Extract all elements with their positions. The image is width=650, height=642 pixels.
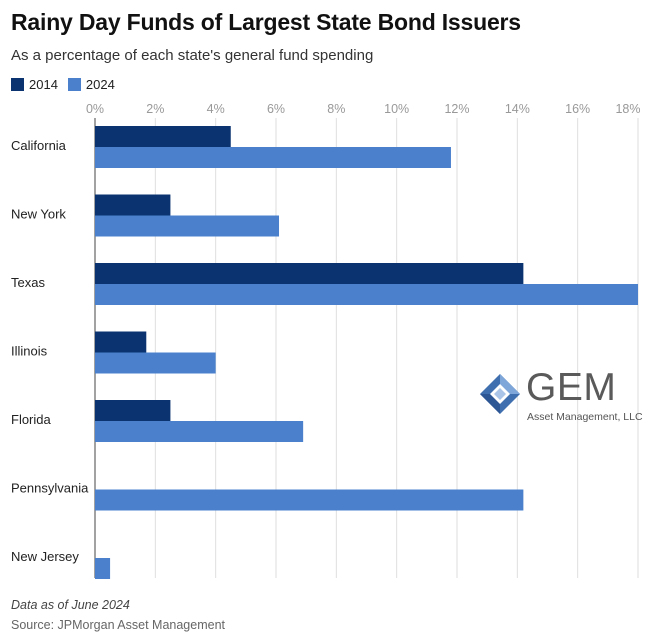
legend-item-2014: 2014 [11,77,58,92]
source-note: Source: JPMorgan Asset Management [11,618,226,632]
x-tick-label: 10% [384,102,409,116]
x-tick-label: 14% [505,102,530,116]
category-label: Texas [11,275,45,290]
x-tick-label: 2% [146,102,164,116]
category-label: New York [11,207,66,222]
x-tick-label: 18% [615,102,640,116]
bar-2014 [95,400,171,421]
bar-2014 [95,126,231,147]
bar-2024 [95,558,111,579]
category-label: California [11,138,67,153]
category-label: Illinois [11,344,48,359]
bar-2024 [95,147,451,168]
gem-logo: GEM Asset Management, LLC [478,366,643,423]
chart-subtitle: As a percentage of each state's general … [11,47,374,64]
data-date-note: Data as of June 2024 [11,598,130,612]
x-tick-label: 16% [565,102,590,116]
x-tick-label: 8% [327,102,345,116]
x-tick-label: 12% [444,102,469,116]
legend-swatch-2014 [11,78,24,91]
legend: 2014 2024 [11,77,125,92]
bar-2014 [95,263,524,284]
x-tick-label: 4% [207,102,225,116]
legend-item-2024: 2024 [67,77,115,92]
x-tick-label: 6% [267,102,285,116]
diamond-logo-icon [480,374,520,414]
legend-swatch-2024 [67,78,81,91]
logo-subtitle: Asset Management, LLC [527,411,643,423]
chart-title: Rainy Day Funds of Largest State Bond Is… [11,9,521,35]
category-label: Pennsylvania [11,481,89,496]
bar-2024 [95,215,280,237]
logo-wordmark: GEM [526,366,617,409]
legend-label-2014: 2014 [29,77,58,92]
bar-2014 [95,331,147,353]
x-tick-label: 0% [86,102,104,116]
bar-2024 [95,421,304,442]
bar-2024 [95,352,216,374]
bar-2024 [95,489,524,511]
bar-2024 [95,284,638,305]
category-label: New Jersey [11,549,79,564]
category-label: Florida [11,412,52,427]
legend-label-2024: 2024 [85,77,115,92]
bar-chart: 0% 2% 4% 6% 8% 10% 12% 14% 16% 18% California New Y… [11,102,641,579]
bar-2014 [95,194,171,216]
